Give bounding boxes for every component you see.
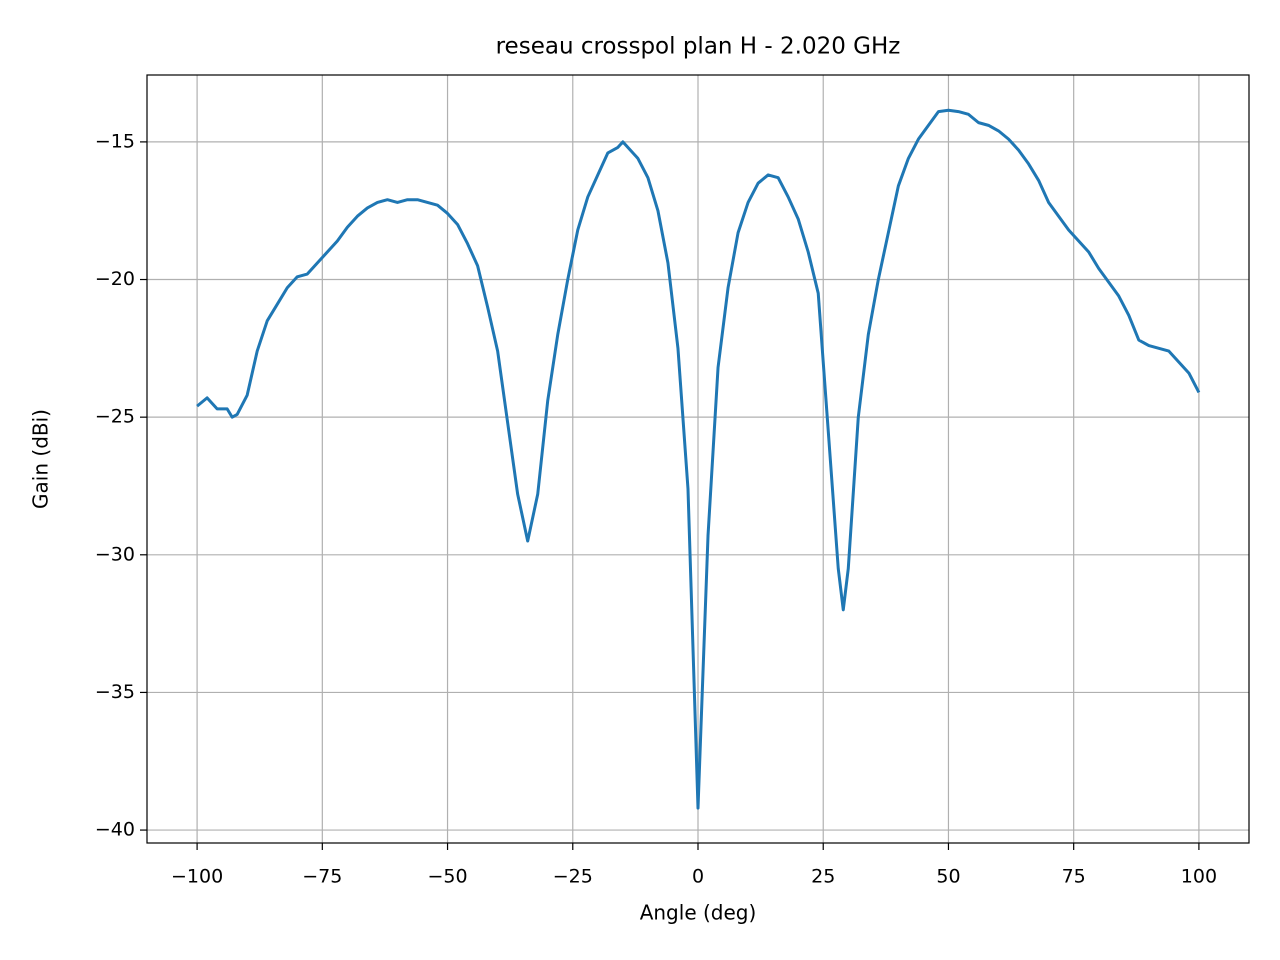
x-tick-label: −75	[302, 866, 342, 888]
y-tick-label: −20	[95, 268, 135, 290]
y-tick-label: −30	[95, 543, 135, 565]
chart-title: reseau crosspol plan H - 2.020 GHz	[496, 34, 901, 60]
x-tick-label: −25	[553, 866, 593, 888]
axes-frame	[146, 74, 1250, 844]
y-tick-label: −25	[95, 406, 135, 428]
y-tick-label: −35	[95, 681, 135, 703]
x-tick-label: 0	[692, 866, 704, 888]
x-axis-label: Angle (deg)	[640, 901, 757, 925]
y-axis-label: Gain (dBi)	[29, 409, 53, 509]
x-tick-label: 50	[936, 866, 960, 888]
data-line	[196, 108, 1201, 810]
x-tick-label: 75	[1062, 866, 1086, 888]
x-tick-label: 100	[1181, 866, 1217, 888]
x-tick-label: 25	[811, 866, 835, 888]
y-tick-label: −15	[95, 130, 135, 152]
y-tick-label: −40	[95, 819, 135, 841]
x-tick-label: −50	[427, 866, 467, 888]
x-tick-label: −100	[171, 866, 223, 888]
